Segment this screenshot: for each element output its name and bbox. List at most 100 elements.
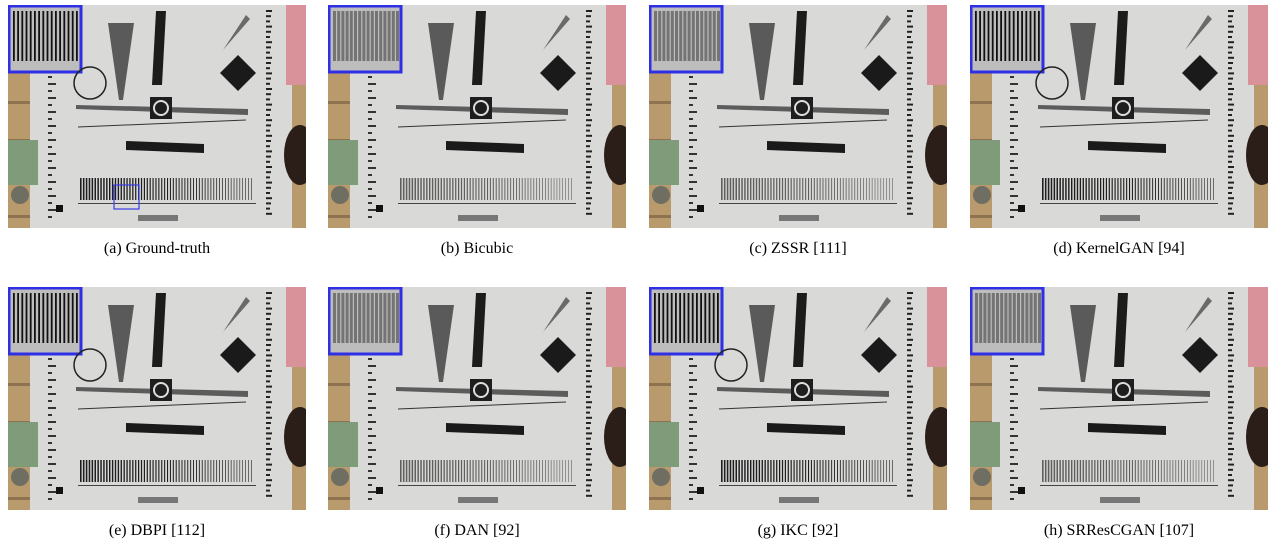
scale-tick	[1228, 161, 1232, 163]
scale-tick	[907, 78, 912, 80]
stripe	[109, 178, 110, 200]
inset-stripe	[1009, 293, 1012, 343]
scale-tick	[266, 292, 272, 294]
stripe	[1144, 178, 1145, 200]
stripe	[167, 178, 168, 200]
stripe	[403, 460, 405, 482]
stripe	[776, 178, 777, 200]
scale-tick	[907, 156, 912, 158]
scale-tick	[48, 216, 52, 218]
result-image	[328, 5, 626, 228]
inset-stripe	[383, 293, 386, 343]
inset-stripe	[700, 11, 703, 61]
scale-tick	[1228, 375, 1233, 377]
scale-tick	[907, 20, 911, 22]
stripe	[849, 178, 850, 200]
scale-tick	[48, 358, 52, 360]
scale-tick	[48, 428, 52, 430]
stripe	[828, 178, 829, 200]
scale-tick	[1228, 297, 1233, 299]
stripe	[444, 460, 445, 482]
stripe	[118, 178, 119, 200]
stripe	[1094, 460, 1095, 482]
scale-tick	[266, 119, 272, 121]
stripe	[568, 460, 569, 482]
scale-tick	[266, 208, 270, 210]
scale-tick	[907, 176, 911, 178]
stripe	[1193, 178, 1194, 200]
scale-tick	[1228, 124, 1233, 126]
stripe	[1045, 460, 1047, 482]
scale-tick	[689, 76, 693, 78]
stripe	[115, 178, 116, 200]
stripe	[141, 460, 142, 482]
inset-stripe	[333, 293, 336, 343]
checker	[458, 215, 498, 221]
inset-stripe	[30, 293, 32, 343]
stripe	[1196, 460, 1197, 482]
scale-tick	[907, 490, 911, 492]
scale-tick	[1228, 344, 1233, 346]
inset-stripe	[1038, 11, 1040, 61]
stripe	[490, 460, 491, 482]
scale-tick	[1228, 339, 1234, 341]
stripe	[753, 178, 754, 200]
stripe	[782, 178, 783, 200]
stripe	[741, 460, 742, 482]
scale-tick	[586, 432, 592, 434]
scale-tick	[1010, 132, 1014, 134]
inset-stripe	[1013, 293, 1016, 343]
scale-tick	[368, 407, 376, 409]
scale-tick	[907, 495, 913, 497]
stripe	[167, 460, 168, 482]
inset-stripe	[47, 293, 49, 343]
inset-stripe	[341, 11, 344, 61]
stripe	[817, 178, 818, 200]
scale-tick	[1228, 490, 1232, 492]
scale-tick	[1010, 153, 1018, 155]
stripe	[496, 178, 497, 200]
stripe	[150, 460, 151, 482]
stripe	[493, 460, 494, 482]
scale-tick	[1228, 67, 1232, 69]
scale-tick	[907, 438, 912, 440]
stripe	[132, 178, 133, 200]
stripe	[1135, 178, 1136, 200]
stripe	[144, 460, 145, 482]
stripe	[545, 460, 546, 482]
stripe	[1141, 460, 1142, 482]
stripe	[475, 178, 476, 200]
scale-tick	[586, 52, 590, 54]
stripe	[733, 460, 735, 482]
inset-stripe	[662, 293, 664, 343]
scale-tick	[48, 90, 52, 92]
inset-stripe	[392, 293, 395, 343]
scale-tick	[266, 448, 272, 450]
stripe	[80, 178, 82, 200]
stripe	[875, 460, 876, 482]
scale-tick	[907, 208, 911, 210]
stripe	[1086, 178, 1087, 200]
scale-tick	[1228, 31, 1233, 33]
scale-tick	[586, 197, 592, 199]
subfigure: (d) KernelGAN [94]	[970, 5, 1268, 258]
result-image	[8, 5, 306, 228]
stripe	[1051, 178, 1053, 200]
inset-stripe	[1038, 293, 1041, 343]
stripe	[1173, 178, 1174, 200]
stripe	[533, 460, 534, 482]
inset-stripe	[341, 293, 344, 343]
stripe	[484, 460, 485, 482]
scale-tick	[907, 412, 911, 414]
caption: (g) IKC [92]	[649, 522, 947, 540]
scale-tick	[907, 119, 913, 121]
stripe	[126, 460, 127, 482]
inset-stripe	[1013, 11, 1015, 61]
stripe	[1204, 460, 1205, 482]
scale-tick	[1228, 370, 1234, 372]
scale-tick	[1228, 46, 1233, 48]
scale-tick	[1010, 202, 1014, 204]
stripe	[1187, 178, 1188, 200]
scale-tick	[1010, 484, 1014, 486]
stripe	[153, 460, 154, 482]
